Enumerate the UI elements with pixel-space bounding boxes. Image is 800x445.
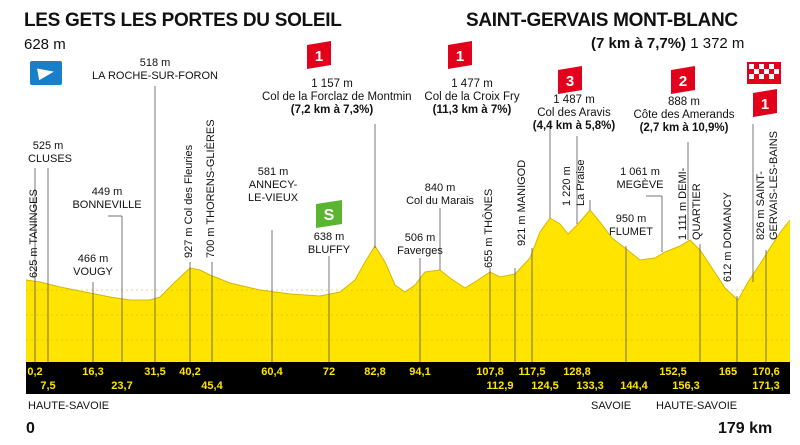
- km-top-3: 40,2: [179, 366, 201, 378]
- climb-badge-4: 2: [671, 66, 695, 94]
- point-faverges: 506 m Faverges: [397, 232, 443, 257]
- point-bluffy: 638 m BLUFFY: [307, 231, 351, 256]
- vpoint-thones: 655 m THÔNES: [483, 188, 495, 268]
- km-bottom-7: 156,3: [672, 380, 700, 392]
- climb-badge-5: 1: [753, 89, 777, 117]
- svg-text:3: 3: [566, 73, 574, 90]
- km-bottom-3: 112,9: [486, 380, 514, 392]
- svg-text:2: 2: [679, 73, 687, 90]
- point-bonneville: 449 m BONNEVILLE: [72, 186, 142, 211]
- distance-end: 179 km: [718, 420, 773, 437]
- point-flumet: 950 m FLUMET: [609, 213, 653, 238]
- profile-area: [26, 210, 790, 362]
- vpoint-saint-gervais: 826 m SAINT-: [755, 170, 767, 240]
- climb-label-croix-fry: 1 477 m Col de la Croix Fry (11,3 km à 7…: [424, 78, 520, 116]
- km-band: [26, 362, 790, 394]
- km-bottom-5: 133,3: [576, 380, 604, 392]
- climb-badge-2: 1: [448, 41, 472, 69]
- climb-label-forclaz: 1 157 m Col de la Forclaz de Montmin (7,…: [262, 78, 412, 116]
- sprint-badge-icon: S: [316, 200, 342, 228]
- vpoint-taninges: 625 m TANINGES: [28, 189, 40, 278]
- grid-lines: [26, 289, 790, 341]
- km-bottom-1: 23,7: [111, 380, 133, 392]
- km-bottom-4: 124,5: [531, 380, 559, 392]
- climb-badge-1: 1: [307, 41, 331, 69]
- leader-lines: [34, 86, 767, 362]
- km-bottom-6: 144,4: [620, 380, 648, 392]
- svg-text:S: S: [324, 207, 335, 224]
- vpoint-la-praise-alt: 1 220 m: [561, 166, 573, 206]
- climb-badge-3: 3: [558, 66, 582, 94]
- point-annecy-le-vieux: 581 m ANNECY- LE-VIEUX: [248, 166, 299, 204]
- km-top-9: 117,5: [518, 366, 546, 378]
- svg-text:1: 1: [456, 48, 464, 65]
- vpoint-col-des-fleuries: 927 m Col des Fleuries: [183, 144, 195, 258]
- svg-text:1: 1: [315, 48, 323, 65]
- finish-info: (7 km à 7,7%) 1 372 m: [591, 35, 744, 52]
- vpoint-manigod: 921 m MANIGOD: [516, 159, 528, 246]
- vpoint-gervais-les-bains: GERVAIS-LES-BAINS: [768, 130, 780, 240]
- finish-altitude: 1 372 m: [690, 35, 745, 52]
- km-bottom-2: 45,4: [201, 380, 223, 392]
- km-top-5: 72: [322, 366, 336, 378]
- finish-name: SAINT-GERVAIS MONT-BLANC: [466, 10, 738, 31]
- km-top-1: 16,3: [82, 366, 104, 378]
- region-haute-savoie-1: HAUTE-SAVOIE: [28, 400, 110, 412]
- point-vougy: 466 m VOUGY: [73, 253, 113, 278]
- vpoint-demi-quartier: 1 111 m DEMI-: [677, 167, 689, 240]
- svg-text:1: 1: [761, 96, 769, 113]
- vpoint-la-praise: La Praise: [575, 159, 587, 206]
- km-bottom-0: 7,5: [40, 380, 56, 392]
- distance-start: 0: [26, 420, 35, 437]
- vpoint-domancy: 612 m DOMANCY: [722, 192, 734, 282]
- km-top-7: 94,1: [409, 366, 431, 378]
- region-haute-savoie-2: HAUTE-SAVOIE: [656, 400, 738, 412]
- finish-flag-icon: [747, 62, 781, 84]
- profile-outline: [25, 209, 791, 301]
- km-bottom-8: 171,3: [752, 380, 780, 392]
- point-cluses: 525 m CLUSES: [28, 140, 73, 165]
- km-top-10: 128,8: [563, 366, 591, 378]
- region-savoie: SAVOIE: [591, 400, 632, 412]
- km-top-2: 31,5: [144, 366, 166, 378]
- vpoint-quartier: QUARTIER: [691, 183, 703, 240]
- km-top-11: 152,5: [659, 366, 687, 378]
- km-top-6: 82,8: [364, 366, 386, 378]
- vpoint-thorens-glieres: 700 m THORENS-GLIÈRES: [205, 119, 217, 258]
- km-top-4: 60,4: [261, 366, 283, 378]
- km-top-8: 107,8: [476, 366, 504, 378]
- km-top-12: 165: [718, 366, 738, 378]
- climb-label-amerands: 888 m Côte des Amerands (2,7 km à 10,9%): [633, 96, 735, 134]
- climb-label-aravis: 1 487 m Col des Aravis (4,4 km à 5,8%): [532, 94, 616, 132]
- point-col-du-marais: 840 m Col du Marais: [406, 182, 474, 207]
- km-top-0: 0,2: [27, 366, 43, 378]
- km-top-13: 170,6: [752, 366, 780, 378]
- start-flag-icon: [30, 61, 62, 85]
- point-megeve: 1 061 m MEGÈVE: [616, 166, 664, 191]
- start-altitude: 628 m: [24, 36, 66, 53]
- finish-climb: (7 km à 7,7%): [591, 35, 687, 52]
- point-la-roche: 518 m LA ROCHE-SUR-FORON: [92, 57, 218, 82]
- start-name: LES GETS LES PORTES DU SOLEIL: [24, 10, 342, 31]
